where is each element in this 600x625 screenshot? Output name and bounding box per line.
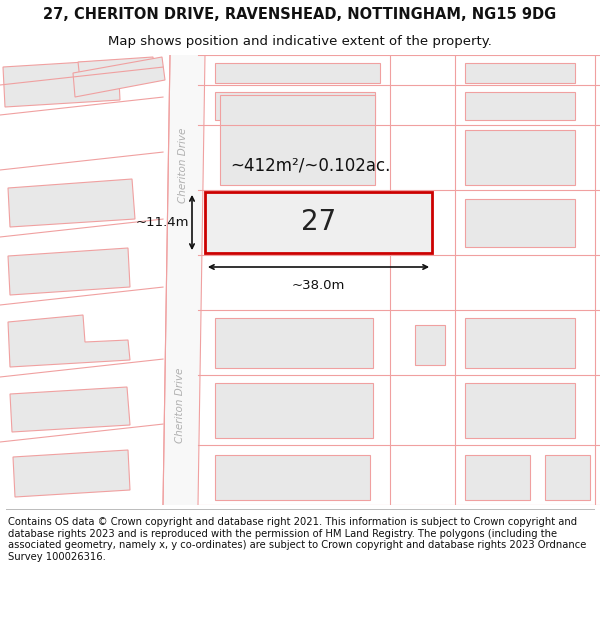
Polygon shape <box>8 315 130 367</box>
Bar <box>465 199 575 247</box>
Polygon shape <box>13 450 130 497</box>
Text: Cheriton Drive: Cheriton Drive <box>175 368 185 442</box>
Bar <box>465 130 575 185</box>
Polygon shape <box>8 179 135 227</box>
Bar <box>215 383 373 438</box>
Bar <box>415 325 445 365</box>
Text: ~412m²/~0.102ac.: ~412m²/~0.102ac. <box>230 156 390 174</box>
Text: 27: 27 <box>301 209 336 236</box>
Bar <box>465 455 530 500</box>
Bar <box>215 63 380 83</box>
Bar <box>215 318 373 368</box>
Text: 27, CHERITON DRIVE, RAVENSHEAD, NOTTINGHAM, NG15 9DG: 27, CHERITON DRIVE, RAVENSHEAD, NOTTINGH… <box>43 8 557 22</box>
Polygon shape <box>3 60 120 107</box>
Bar <box>465 63 575 83</box>
Bar <box>205 192 432 253</box>
Polygon shape <box>8 248 130 295</box>
Text: Cheriton Drive: Cheriton Drive <box>178 127 188 202</box>
Polygon shape <box>78 57 155 80</box>
Text: ~11.4m: ~11.4m <box>136 216 189 229</box>
Bar <box>215 455 370 500</box>
Text: ~38.0m: ~38.0m <box>292 279 345 292</box>
Text: Map shows position and indicative extent of the property.: Map shows position and indicative extent… <box>108 35 492 48</box>
Polygon shape <box>73 57 165 97</box>
Bar <box>220 95 375 185</box>
Bar <box>545 455 590 500</box>
Bar <box>465 92 575 120</box>
Bar <box>215 92 375 120</box>
Polygon shape <box>10 387 130 432</box>
Bar <box>465 318 575 368</box>
Text: Contains OS data © Crown copyright and database right 2021. This information is : Contains OS data © Crown copyright and d… <box>8 517 586 562</box>
Bar <box>465 383 575 438</box>
Polygon shape <box>163 55 205 505</box>
